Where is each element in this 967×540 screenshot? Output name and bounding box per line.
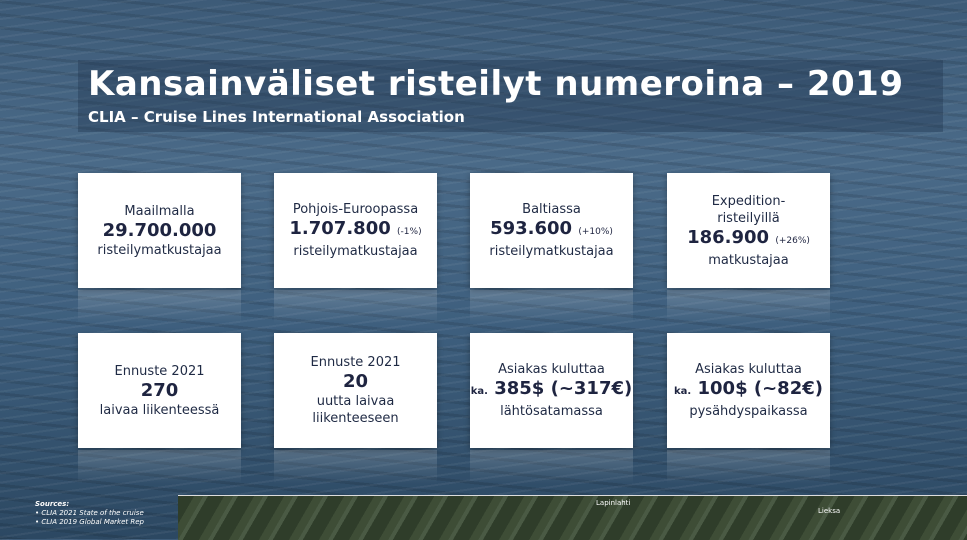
card-figure-line: 186.900 (+26%): [687, 227, 810, 252]
card-label: risteilymatkustajaa: [489, 243, 613, 260]
card-reflection: [78, 290, 241, 324]
figure: 1.707.800: [289, 218, 390, 239]
card-figure-line: 29.700.000: [103, 220, 217, 242]
figure-change: (-1%): [397, 227, 422, 237]
sources: Sources: • CLIA 2021 State of the cruise…: [35, 500, 144, 527]
source-text: CLIA 2021 State of the cruise: [41, 509, 143, 517]
card-label: pysähdyspaikassa: [689, 403, 807, 420]
card-label: Asiakas kuluttaa: [695, 361, 802, 378]
card-reflection: [667, 450, 830, 484]
map-label: Lieksa: [818, 507, 840, 515]
source-item: • CLIA 2021 State of the cruise: [35, 509, 144, 518]
figure: 186.900: [687, 227, 769, 248]
card-reflection: [274, 290, 437, 324]
sources-heading: Sources:: [35, 500, 144, 509]
card-label: risteilyillä: [717, 210, 780, 227]
figure: 385$ (~317€): [494, 378, 632, 399]
card-label: Expedition-: [712, 193, 786, 210]
card-figure-line: 270: [141, 380, 179, 402]
source-item: • CLIA 2019 Global Market Rep: [35, 518, 144, 527]
card-figure-line: 20: [343, 371, 368, 393]
subtitle: CLIA – Cruise Lines International Associ…: [88, 108, 465, 126]
source-text: CLIA 2019 Global Market Rep: [41, 518, 144, 526]
title: Kansainväliset risteilyt numeroina – 201…: [88, 64, 904, 104]
card-label: Ennuste 2021: [114, 363, 204, 380]
card-reflection: [274, 450, 437, 484]
card-label: laivaa liikenteessä: [100, 402, 220, 419]
figure-change: (+26%): [775, 236, 810, 246]
card-label: Ennuste 2021: [310, 354, 400, 371]
map-label: Lapinlahti: [596, 499, 630, 507]
card-label: Pohjois-Euroopassa: [293, 201, 418, 218]
figure-prefix: ka.: [471, 386, 488, 397]
figure: 100$ (~82€): [698, 378, 823, 399]
card-label: uutta laivaa: [317, 393, 395, 410]
figure: 29.700.000: [103, 220, 217, 241]
figure-prefix: ka.: [674, 386, 691, 397]
card-label: Maailmalla: [124, 203, 194, 220]
card-reflection: [667, 290, 830, 324]
figure: 593.600: [490, 218, 572, 239]
card-figure-line: ka. 100$ (~82€): [674, 378, 823, 403]
card-label: lähtösatamassa: [500, 403, 603, 420]
card-label: Baltiassa: [522, 201, 581, 218]
map-overlay: Lapinlahti Lieksa: [178, 495, 967, 540]
card-label: liikenteeseen: [312, 410, 398, 427]
card-figure-line: 1.707.800 (-1%): [289, 218, 421, 243]
figure-change: (+10%): [578, 227, 613, 237]
card-figure-line: ka. 385$ (~317€): [471, 378, 632, 403]
card-figure-line: 593.600 (+10%): [490, 218, 613, 243]
card-reflection: [470, 290, 633, 324]
card-reflection: [78, 450, 241, 484]
card-label: Asiakas kuluttaa: [498, 361, 605, 378]
card-label: risteilymatkustajaa: [97, 242, 221, 259]
figure: 270: [141, 380, 179, 401]
card-label: matkustajaa: [708, 252, 788, 269]
slide: Kansainväliset risteilyt numeroina – 201…: [0, 0, 967, 539]
card-label: risteilymatkustajaa: [293, 243, 417, 260]
figure: 20: [343, 371, 368, 392]
card-reflection: [470, 450, 633, 484]
